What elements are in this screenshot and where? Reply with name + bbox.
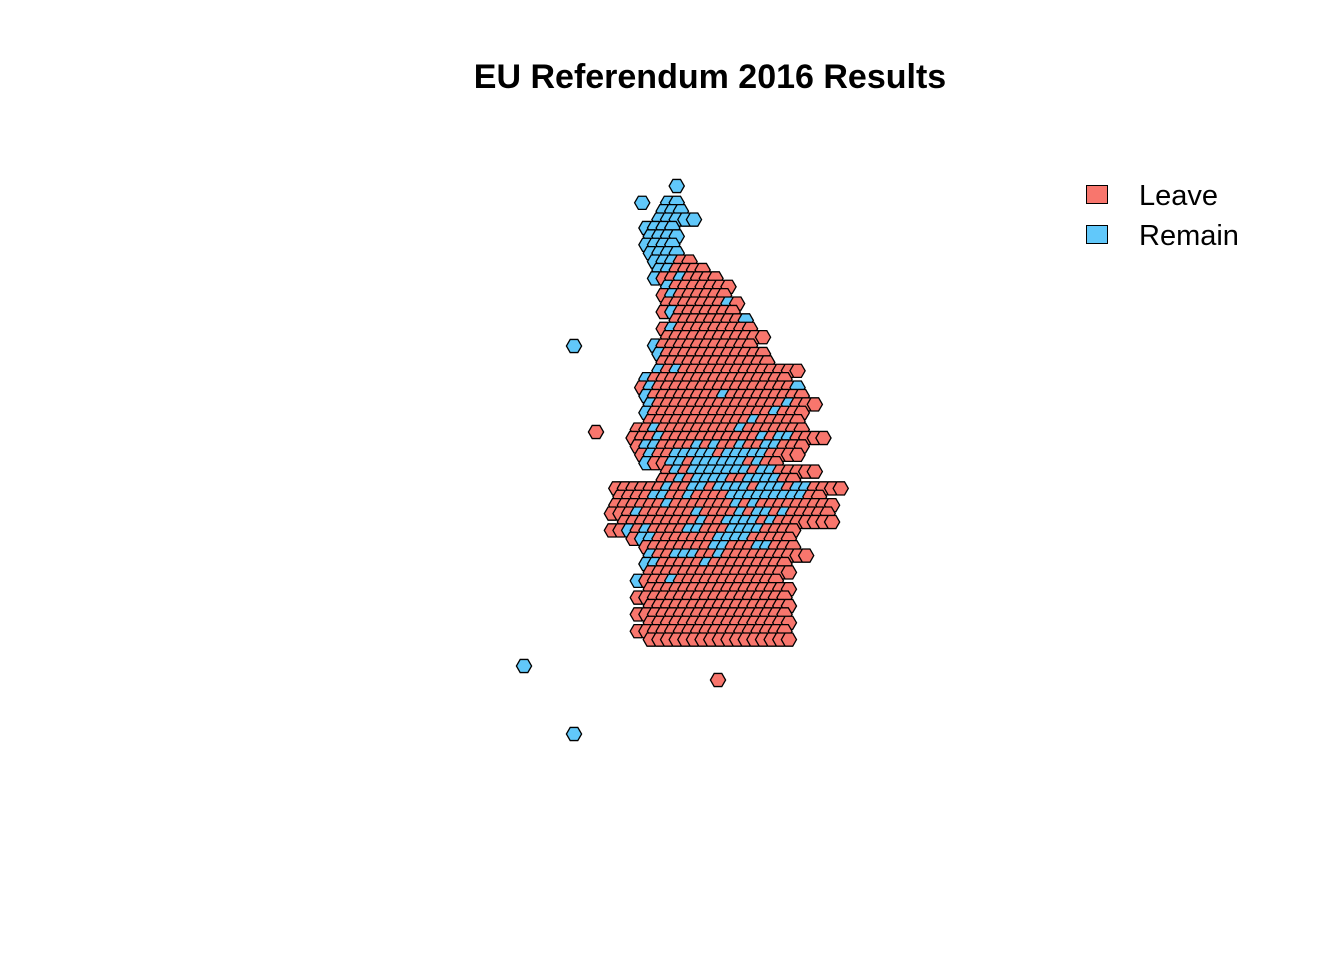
leave-hexagon bbox=[823, 514, 841, 530]
leave-hexagon bbox=[815, 430, 832, 446]
remain-hexagon bbox=[565, 726, 583, 742]
leave-hexagon bbox=[789, 363, 806, 379]
legend-swatch-leave bbox=[1086, 185, 1108, 204]
leave-hexagon bbox=[587, 424, 605, 440]
leave-hexagon bbox=[806, 397, 824, 412]
remain-hexagon bbox=[668, 178, 686, 194]
leave-hexagon bbox=[806, 464, 824, 479]
remain-hexagon bbox=[515, 658, 533, 674]
leave-hexagon bbox=[832, 481, 850, 496]
leave-hexagon bbox=[789, 447, 806, 463]
legend-label-leave: Leave bbox=[1139, 180, 1219, 212]
leave-hexagon bbox=[797, 548, 815, 563]
map-title: EU Referendum 2016 Results bbox=[473, 58, 947, 96]
leave-hexagon bbox=[780, 632, 798, 647]
leave-hexagon bbox=[754, 329, 772, 345]
remain-hexagon bbox=[633, 195, 651, 211]
remain-hexagon bbox=[685, 212, 703, 227]
remain-hexagon bbox=[565, 338, 583, 354]
legend-swatch-remain bbox=[1086, 225, 1108, 244]
leave-hexagon bbox=[780, 565, 798, 580]
leave-hexagon bbox=[709, 672, 727, 688]
legend-label-remain: Remain bbox=[1139, 220, 1239, 252]
